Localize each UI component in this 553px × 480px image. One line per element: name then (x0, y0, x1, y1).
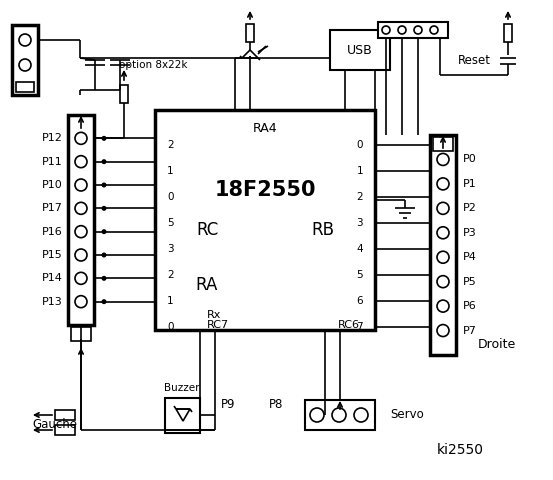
Text: 5: 5 (356, 270, 363, 280)
Text: P12: P12 (42, 133, 63, 144)
Text: 0: 0 (167, 192, 174, 202)
Text: RB: RB (311, 221, 335, 239)
Text: 1: 1 (167, 166, 174, 176)
Circle shape (75, 203, 87, 215)
Text: Rx: Rx (207, 310, 221, 320)
Bar (378, 22, 448, 38)
Text: P4: P4 (463, 252, 477, 262)
Text: P14: P14 (42, 273, 63, 283)
Circle shape (19, 34, 31, 46)
Bar (433, 137, 453, 151)
Circle shape (102, 136, 107, 141)
Circle shape (102, 252, 107, 257)
Text: 2: 2 (167, 140, 174, 150)
Circle shape (437, 300, 449, 312)
Bar (305, 400, 375, 430)
Text: 6: 6 (356, 296, 363, 306)
Text: Droite: Droite (478, 338, 517, 351)
Circle shape (75, 272, 87, 284)
Text: 4: 4 (356, 244, 363, 254)
Text: Gauche: Gauche (33, 419, 77, 432)
Text: 5: 5 (167, 218, 174, 228)
Circle shape (75, 296, 87, 308)
Bar (55, 425, 75, 435)
Bar (120, 85, 128, 103)
Text: 2: 2 (167, 270, 174, 280)
Circle shape (437, 324, 449, 336)
Text: P13: P13 (42, 297, 63, 307)
Text: ki2550: ki2550 (436, 443, 483, 457)
Text: RC: RC (196, 221, 218, 239)
Text: P2: P2 (463, 204, 477, 213)
Bar (246, 24, 254, 42)
Circle shape (75, 132, 87, 144)
Text: RA4: RA4 (253, 121, 277, 134)
Circle shape (437, 203, 449, 215)
Circle shape (354, 408, 368, 422)
Text: P17: P17 (42, 204, 63, 213)
Text: 0: 0 (357, 140, 363, 150)
Bar (55, 410, 75, 420)
Text: Buzzer: Buzzer (164, 383, 200, 393)
Text: P0: P0 (463, 155, 477, 165)
Bar (16, 82, 34, 92)
Text: RC7: RC7 (207, 320, 229, 330)
Circle shape (332, 408, 346, 422)
Circle shape (437, 227, 449, 239)
Text: P8: P8 (269, 398, 283, 411)
Text: P6: P6 (463, 301, 477, 311)
Bar (12, 25, 38, 95)
Circle shape (437, 154, 449, 166)
Text: P11: P11 (42, 156, 63, 167)
Circle shape (437, 276, 449, 288)
Text: P9: P9 (221, 398, 235, 411)
Circle shape (430, 26, 438, 34)
Circle shape (382, 26, 390, 34)
Text: 18F2550: 18F2550 (214, 180, 316, 200)
Circle shape (75, 179, 87, 191)
Circle shape (437, 251, 449, 263)
Text: 1: 1 (356, 166, 363, 176)
Bar (68, 115, 94, 325)
Text: P7: P7 (463, 325, 477, 336)
Text: P5: P5 (463, 276, 477, 287)
Text: P15: P15 (42, 250, 63, 260)
Text: 0: 0 (167, 322, 174, 332)
Circle shape (19, 59, 31, 71)
Bar (504, 24, 512, 42)
Text: 1: 1 (167, 296, 174, 306)
Text: 3: 3 (167, 244, 174, 254)
Text: option 8x22k: option 8x22k (119, 60, 187, 70)
Text: P16: P16 (42, 227, 63, 237)
Circle shape (414, 26, 422, 34)
Text: P10: P10 (42, 180, 63, 190)
Text: Reset: Reset (458, 53, 491, 67)
Circle shape (102, 229, 107, 234)
Bar (330, 30, 390, 70)
Circle shape (75, 249, 87, 261)
Bar (165, 398, 200, 433)
Circle shape (102, 206, 107, 211)
Text: RC6: RC6 (338, 320, 360, 330)
Bar (155, 110, 375, 330)
Text: 2: 2 (356, 192, 363, 202)
Text: 3: 3 (356, 218, 363, 228)
Text: Servo: Servo (390, 408, 424, 421)
Circle shape (102, 159, 107, 164)
Bar (71, 327, 91, 341)
Circle shape (102, 276, 107, 281)
Text: 7: 7 (356, 322, 363, 332)
Text: P1: P1 (463, 179, 477, 189)
Circle shape (102, 299, 107, 304)
Circle shape (75, 226, 87, 238)
Circle shape (310, 408, 324, 422)
Circle shape (102, 182, 107, 188)
Text: P3: P3 (463, 228, 477, 238)
Circle shape (75, 156, 87, 168)
Bar (430, 135, 456, 355)
Circle shape (398, 26, 406, 34)
Text: RA: RA (196, 276, 218, 294)
Circle shape (437, 178, 449, 190)
Text: USB: USB (347, 44, 373, 57)
